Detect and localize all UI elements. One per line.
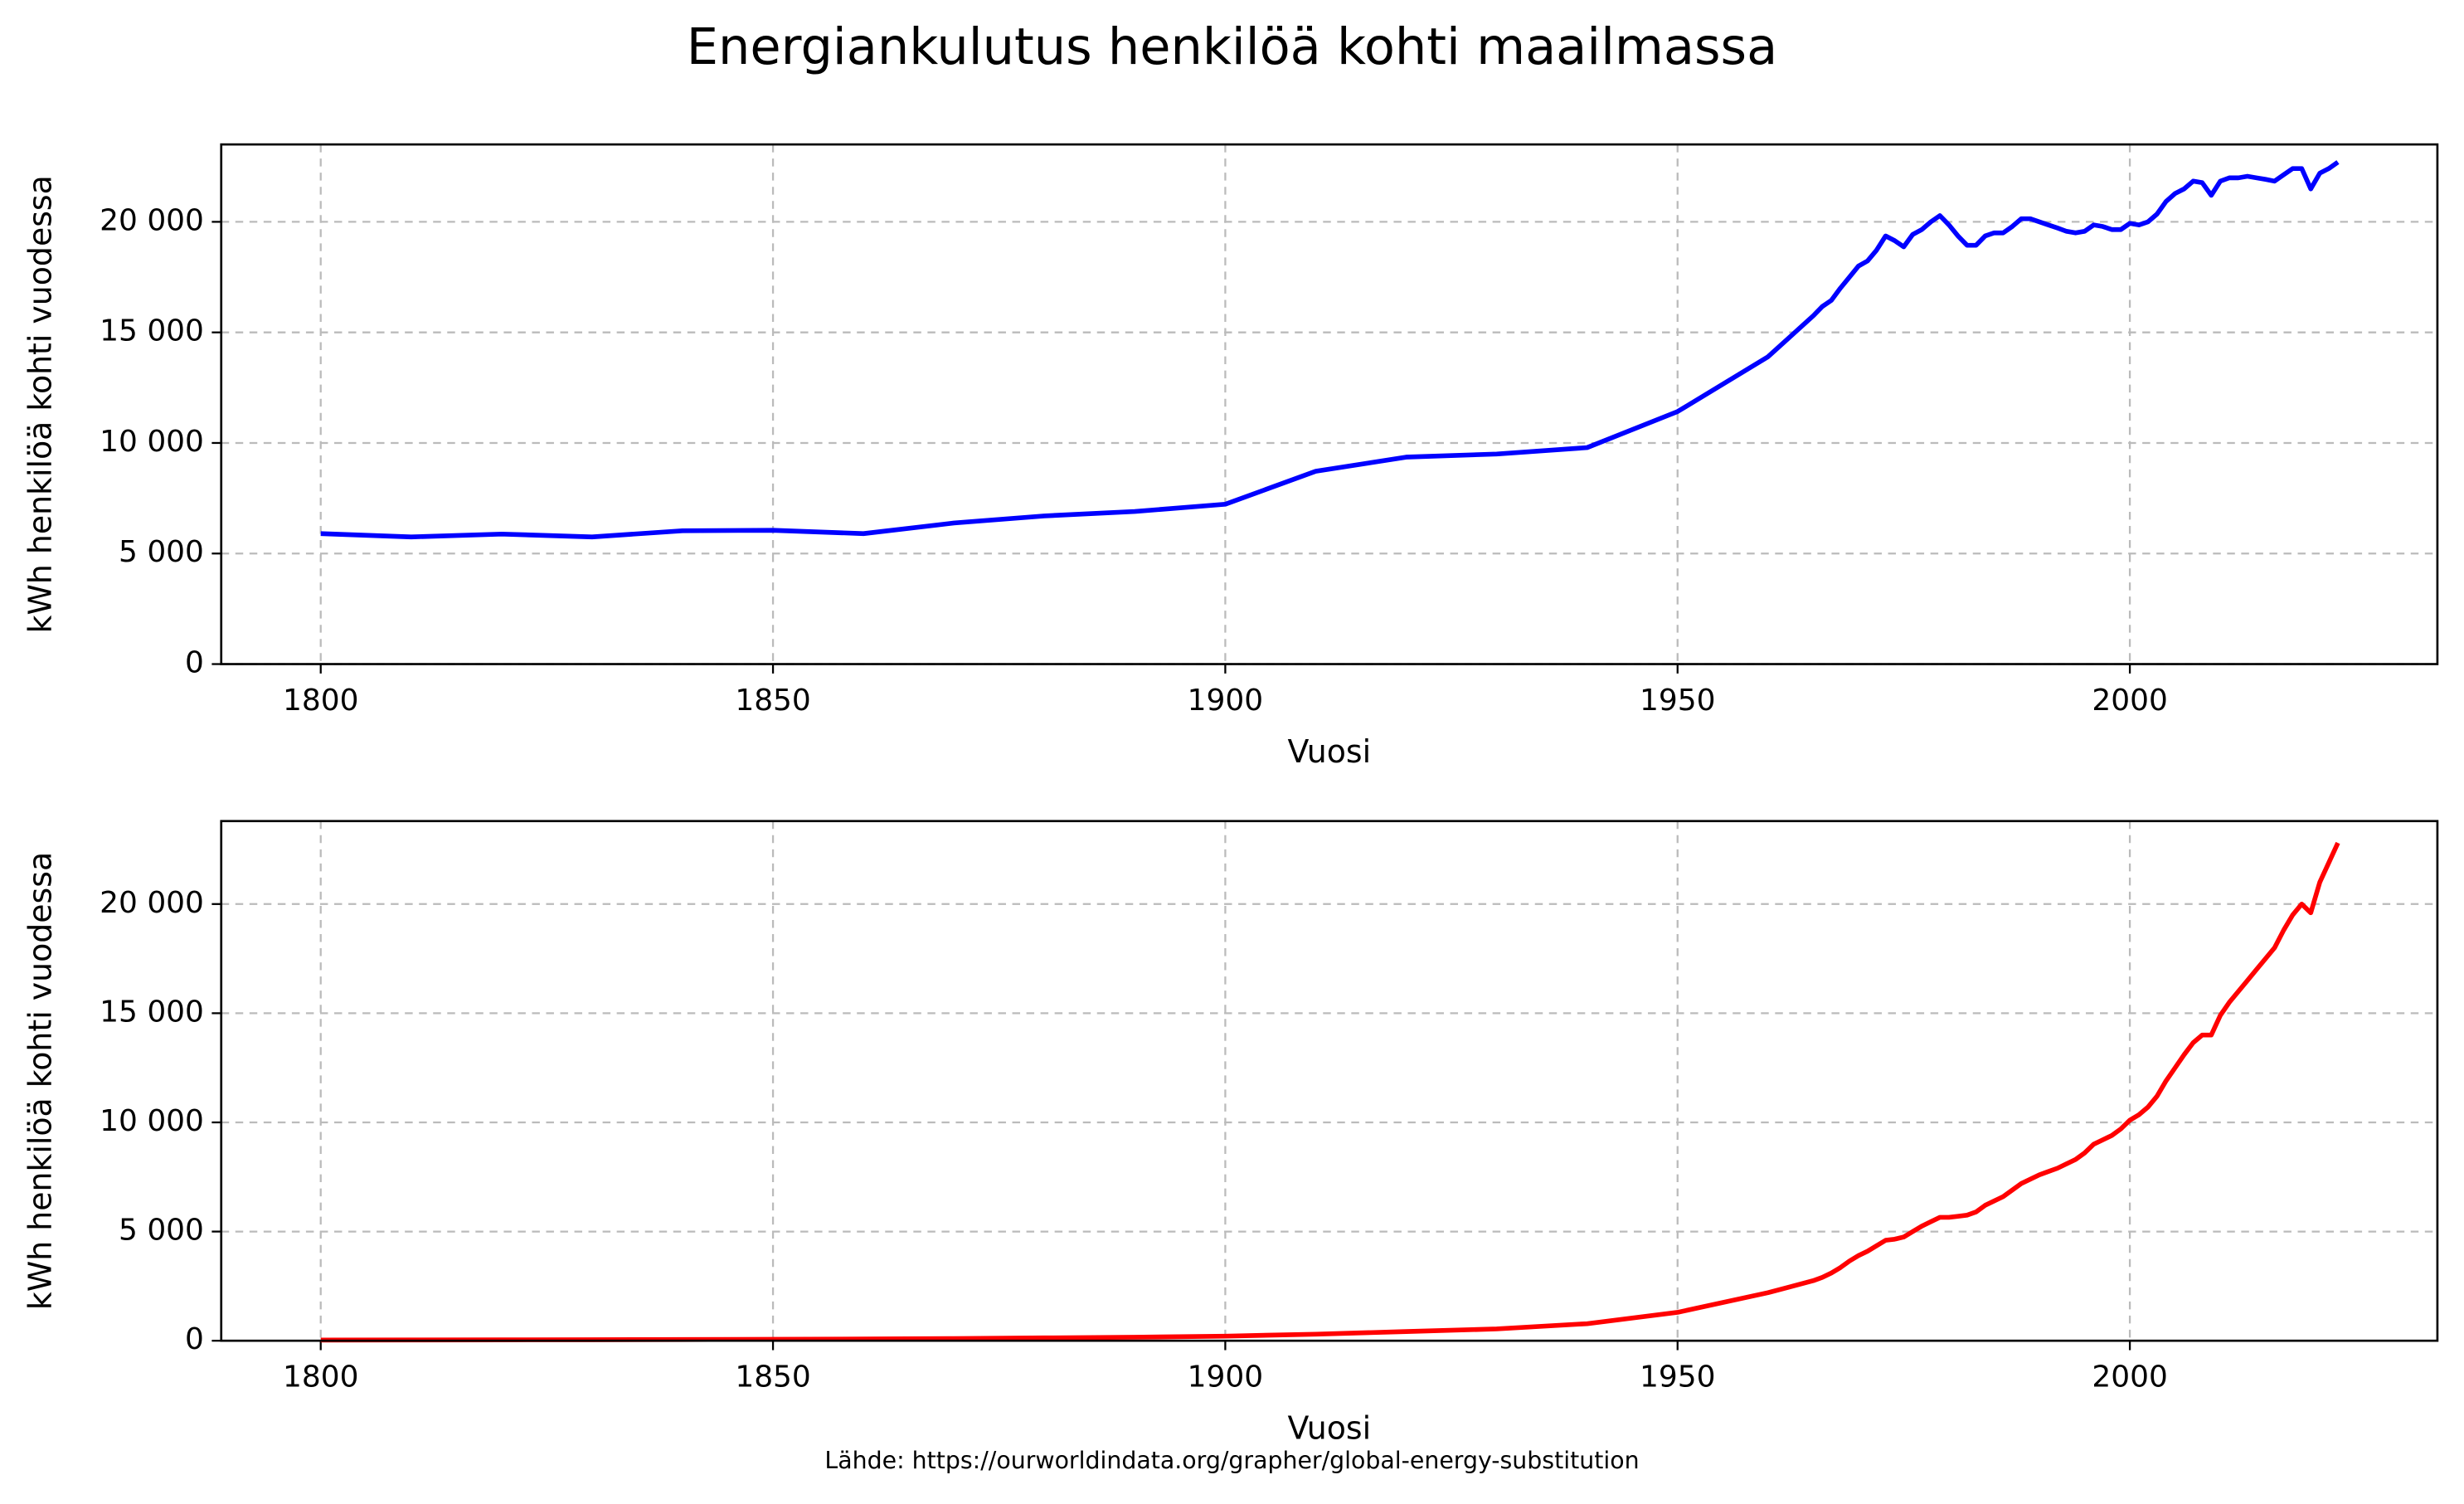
x-tick-label: 2000 — [2092, 684, 2167, 718]
y-tick-label: 10 000 — [100, 425, 204, 459]
figure-title: Energiankulutus henkilöä kohti maailmass… — [687, 18, 1777, 76]
x-tick-label: 1800 — [283, 684, 358, 718]
x-tick-label: 1900 — [1188, 684, 1263, 718]
x-tick-label: 1850 — [735, 684, 810, 718]
x-tick-label: 2000 — [2092, 1360, 2167, 1394]
x-tick-label: 1900 — [1188, 1360, 1263, 1394]
y-axis-label: kWh henkilöä kohti vuodessa — [22, 852, 58, 1310]
x-tick-label: 1850 — [735, 1360, 810, 1394]
y-tick-label: 15 000 — [100, 995, 204, 1029]
y-tick-label: 0 — [185, 1322, 204, 1356]
data-line — [320, 160, 2340, 540]
x-tick-label: 1800 — [283, 1360, 358, 1394]
axes-frame — [220, 820, 2439, 1342]
x-axis-label: Vuosi — [1288, 1410, 1372, 1447]
x-tick-label: 1950 — [1640, 684, 1715, 718]
y-axis-label: kWh henkilöä kohti vuodessa — [22, 175, 58, 633]
axes-frame — [220, 143, 2439, 665]
source-note: Lähde: https://ourworldindata.org/graphe… — [824, 1447, 1639, 1474]
y-tick-label: 15 000 — [100, 314, 204, 348]
x-axis-label: Vuosi — [1288, 733, 1372, 770]
y-tick-label: 0 — [185, 646, 204, 680]
data-line — [320, 841, 2340, 1343]
y-tick-label: 20 000 — [100, 203, 204, 237]
y-tick-label: 20 000 — [100, 886, 204, 920]
y-tick-label: 5 000 — [119, 535, 204, 569]
x-tick-label: 1950 — [1640, 1360, 1715, 1394]
y-tick-label: 10 000 — [100, 1104, 204, 1138]
y-tick-label: 5 000 — [119, 1214, 204, 1248]
